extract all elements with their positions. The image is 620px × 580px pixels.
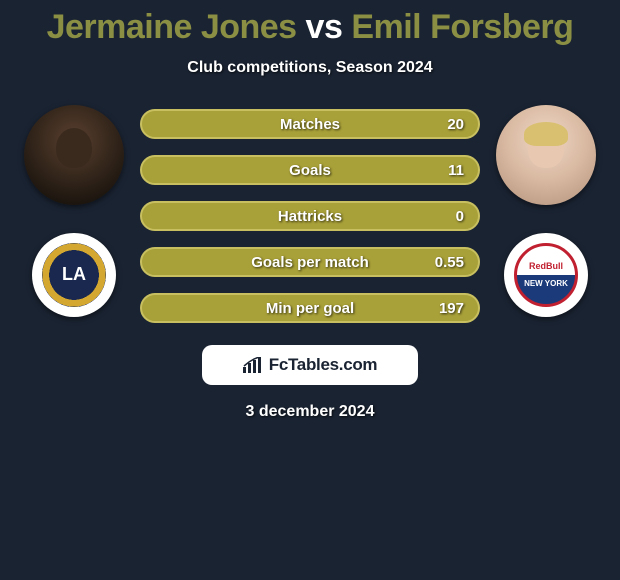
la-galaxy-logo-icon: LA bbox=[42, 243, 106, 307]
redbull-logo-icon: RedBull NEW YORK bbox=[514, 243, 578, 307]
player1-avatar bbox=[24, 105, 124, 205]
stat-value-right: 197 bbox=[439, 300, 464, 317]
stat-label: Goals per match bbox=[251, 254, 369, 271]
main-content: LA Matches 20 Goals 11 Hattricks 0 Goals… bbox=[0, 105, 620, 323]
stat-bar-min-per-goal: Min per goal 197 bbox=[140, 293, 480, 323]
stat-bar-matches: Matches 20 bbox=[140, 109, 480, 139]
player2-avatar bbox=[496, 105, 596, 205]
player1-name: Jermaine Jones bbox=[47, 8, 297, 46]
comparison-card: Jermaine Jones vs Emil Forsberg Club com… bbox=[0, 0, 620, 421]
stat-label: Matches bbox=[280, 116, 340, 133]
stat-bar-goals-per-match: Goals per match 0.55 bbox=[140, 247, 480, 277]
chart-icon bbox=[243, 357, 263, 373]
avatar-placeholder-icon bbox=[44, 120, 104, 190]
stat-label: Hattricks bbox=[278, 208, 342, 225]
stat-value-right: 0.55 bbox=[435, 254, 464, 271]
stat-value-right: 11 bbox=[448, 162, 464, 179]
avatar-placeholder-icon bbox=[516, 120, 576, 190]
subtitle: Club competitions, Season 2024 bbox=[0, 59, 620, 77]
player1-team-logo: LA bbox=[32, 233, 116, 317]
brand-text: FcTables.com bbox=[269, 355, 378, 375]
stat-value-right: 20 bbox=[447, 116, 464, 133]
right-side: RedBull NEW YORK bbox=[496, 105, 596, 317]
stat-value-right: 0 bbox=[456, 208, 464, 225]
player2-team-logo: RedBull NEW YORK bbox=[504, 233, 588, 317]
stat-label: Goals bbox=[289, 162, 331, 179]
stat-bars: Matches 20 Goals 11 Hattricks 0 Goals pe… bbox=[140, 105, 480, 323]
player2-name: Emil Forsberg bbox=[351, 8, 573, 46]
brand-badge[interactable]: FcTables.com bbox=[202, 345, 418, 385]
page-title: Jermaine Jones vs Emil Forsberg bbox=[0, 8, 620, 47]
stat-label: Min per goal bbox=[266, 300, 354, 317]
vs-separator: vs bbox=[306, 8, 343, 46]
logo-text-top: RedBull bbox=[529, 262, 563, 272]
stat-bar-hattricks: Hattricks 0 bbox=[140, 201, 480, 231]
stat-bar-goals: Goals 11 bbox=[140, 155, 480, 185]
date-label: 3 december 2024 bbox=[0, 403, 620, 421]
left-side: LA bbox=[24, 105, 124, 317]
logo-text-bottom: NEW YORK bbox=[524, 280, 568, 289]
